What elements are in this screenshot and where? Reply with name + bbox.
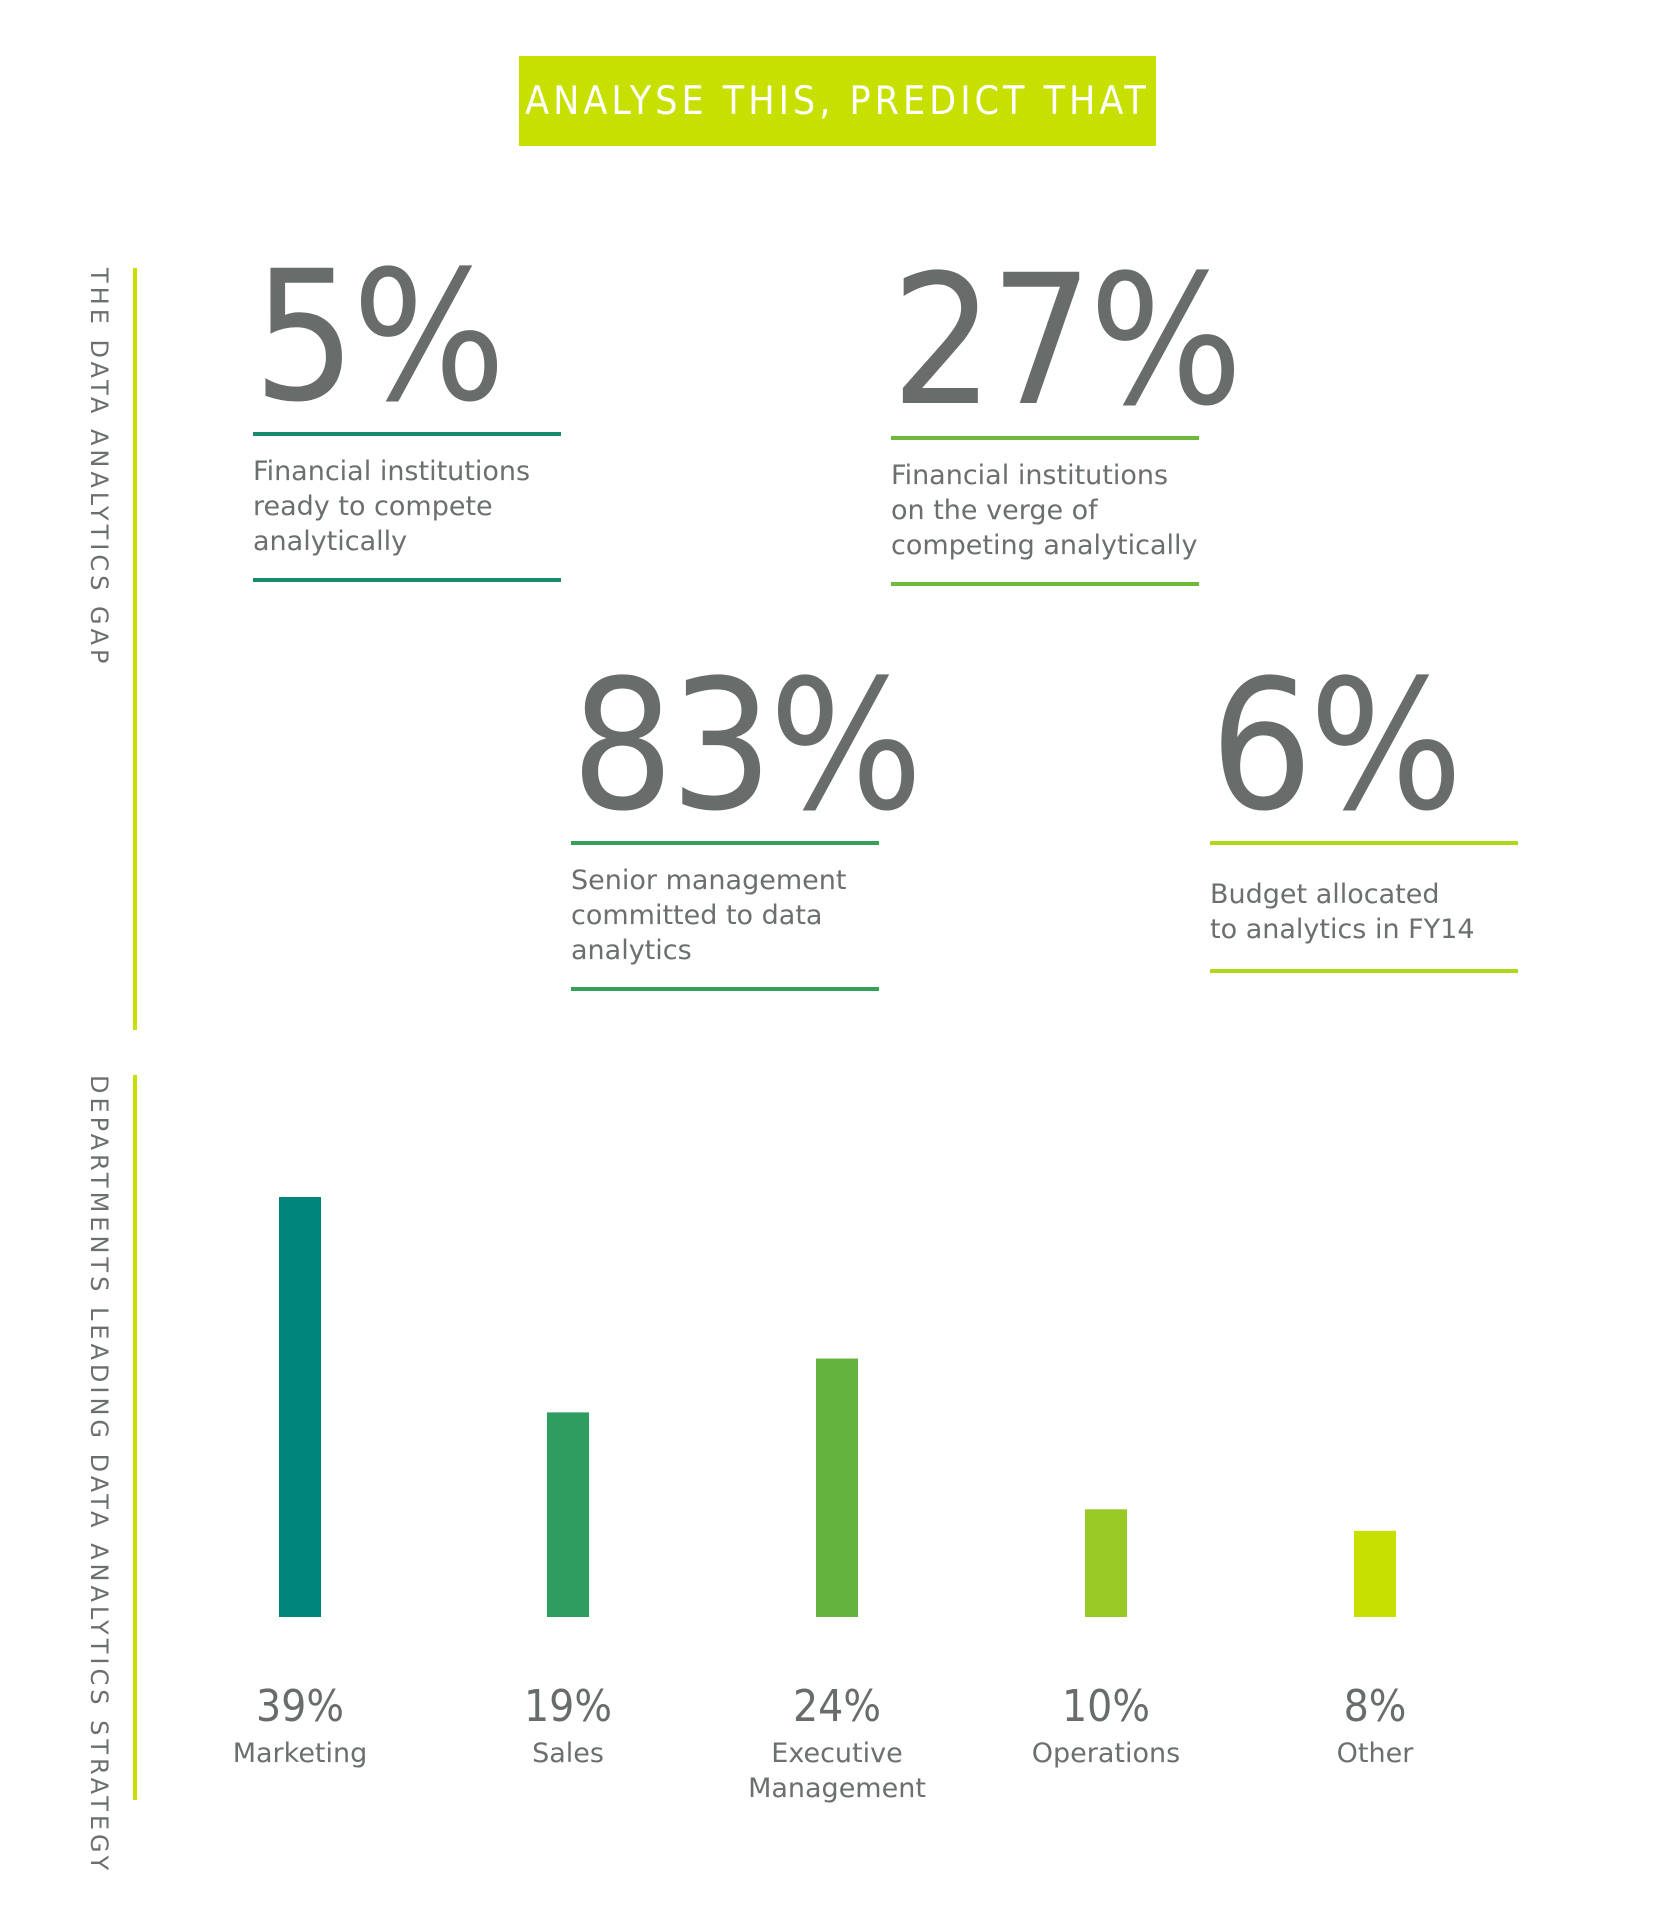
page-title: ANALYSE THIS, PREDICT THAT [525,78,1150,124]
stat-bottom-rule [571,987,879,991]
departments-section-label: DEPARTMENTS LEADING DATA ANALYTICS STRAT… [85,1075,113,1875]
bar-category-label: Executive [771,1738,902,1769]
stat-top-rule [253,432,561,436]
stat-description: Financial institutions on the verge of c… [891,460,1198,561]
bar-category-label: Operations [1032,1738,1180,1769]
stat-top-rule [1210,841,1518,845]
bar-value-label: 39% [256,1681,344,1732]
gap-section-label: THE DATA ANALYTICS GAP [85,268,113,668]
stat-bottom-rule [891,582,1199,586]
stat-ready-to-compete: 5% Financial institutions ready to compe… [253,233,561,582]
stat-bottom-rule [253,578,561,582]
stat-description: Senior management committed to data anal… [571,865,847,966]
stat-value: 6% [1210,642,1463,851]
stat-top-rule [891,436,1199,440]
gap-section-divider [133,268,137,1030]
stat-verge-of-competing: 27% Financial institutions on the verge … [891,237,1243,586]
bar-marketing [279,1197,321,1617]
bar-category-label: Sales [532,1738,604,1769]
stat-budget-allocated: 6% Budget allocated to analytics in FY14 [1210,642,1518,973]
bar-sales [547,1412,589,1617]
stat-value: 83% [571,642,923,851]
title-banner: ANALYSE THIS, PREDICT THAT [519,56,1156,146]
bar-executive-management [816,1358,858,1617]
bar-category-label: Management [748,1773,926,1804]
stat-value: 27% [891,237,1243,446]
bar-value-label: 10% [1062,1681,1150,1732]
bar-operations [1085,1509,1127,1617]
stat-value: 5% [253,233,506,442]
bar-value-label: 19% [524,1681,612,1732]
bar-value-label: 24% [793,1681,881,1732]
bar-value-label: 8% [1344,1681,1407,1732]
stat-top-rule [571,841,879,845]
bar-category-label: Marketing [233,1738,368,1769]
departments-section-divider [133,1075,137,1800]
stat-bottom-rule [1210,969,1518,973]
stat-description: Budget allocated to analytics in FY14 [1210,879,1475,945]
bar-category-label: Other [1337,1738,1415,1769]
stat-senior-management: 83% Senior management committed to data … [571,642,923,991]
stat-description: Financial institutions ready to compete … [253,456,531,557]
bar-other [1354,1530,1396,1617]
